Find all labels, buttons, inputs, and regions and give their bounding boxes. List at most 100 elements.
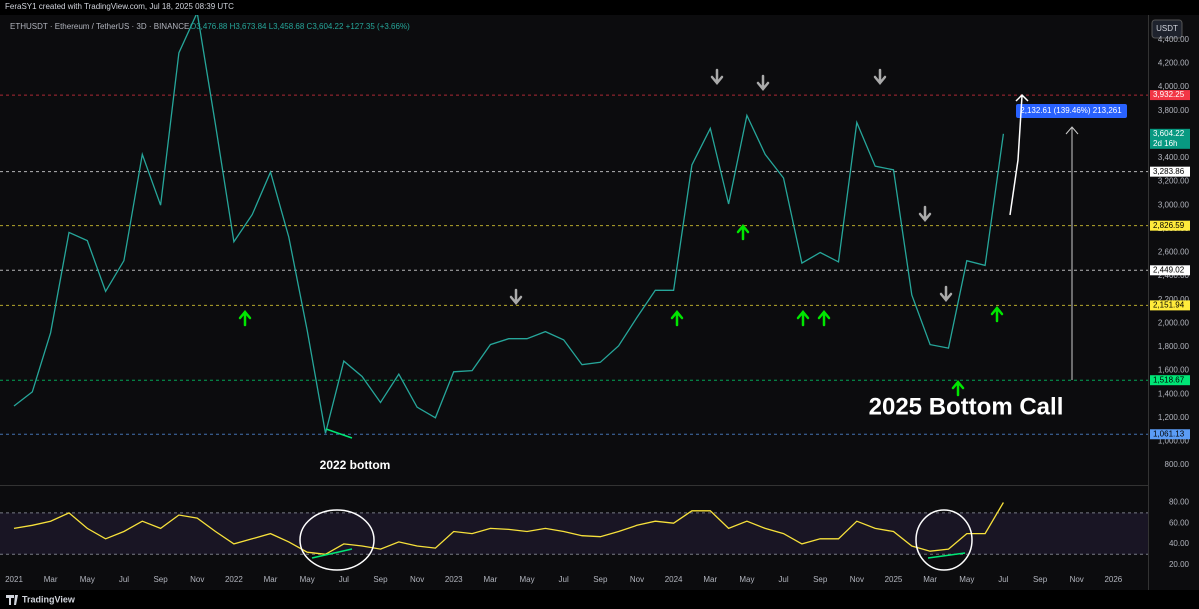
x-tick-label: Nov xyxy=(850,575,864,584)
level-tag xyxy=(1150,375,1190,386)
x-tick-label: Mar xyxy=(923,575,937,584)
y-tick-label: 60.00 xyxy=(1169,518,1190,527)
y-tick-label: 3,200.00 xyxy=(1158,177,1190,186)
x-tick-label: Sep xyxy=(153,575,168,584)
x-tick-label: 2024 xyxy=(665,575,683,584)
x-tick-label: Jul xyxy=(339,575,349,584)
level-label: 2,826.59 xyxy=(1153,221,1185,230)
up-arrow xyxy=(951,380,965,397)
y-tick-label: 4,000.00 xyxy=(1158,82,1190,91)
y-tick-label: 80.00 xyxy=(1169,498,1190,507)
y-tick-label: 4,200.00 xyxy=(1158,59,1190,68)
x-tick-label: 2025 xyxy=(885,575,903,584)
y-tick-label: 2,000.00 xyxy=(1158,318,1190,327)
y-tick-label: 3,400.00 xyxy=(1158,153,1190,162)
countdown: 2d 16h xyxy=(1153,139,1177,148)
currency-box[interactable] xyxy=(1151,19,1183,39)
circle xyxy=(915,509,973,571)
projection-arrow xyxy=(1009,93,1029,216)
currency[interactable]: USDT xyxy=(1156,24,1178,33)
level-label: 2,449.02 xyxy=(1153,265,1185,274)
y-tick-label: 800.00 xyxy=(1165,460,1190,469)
up-arrow xyxy=(736,224,750,241)
up-arrow xyxy=(817,310,831,327)
footer: TradingView xyxy=(22,594,76,604)
credit: FeraSY1 created with TradingView.com, Ju… xyxy=(5,2,234,11)
down-arrow xyxy=(509,288,523,305)
level-tag xyxy=(1150,265,1190,276)
y-tick-label: 40.00 xyxy=(1169,539,1190,548)
measure-head xyxy=(1065,126,1079,135)
up-arrow xyxy=(238,310,252,327)
header-bar xyxy=(0,0,1199,15)
x-tick-label: May xyxy=(519,575,534,584)
x-tick-label: Sep xyxy=(373,575,388,584)
x-tick-label: Jul xyxy=(559,575,569,584)
y-tick-label: 2,600.00 xyxy=(1158,248,1190,257)
level-tag xyxy=(1150,429,1190,440)
down-arrow xyxy=(756,74,770,91)
x-tick-label: Nov xyxy=(410,575,424,584)
level-tag xyxy=(1150,300,1190,311)
trend-line xyxy=(325,428,353,439)
down-arrow xyxy=(939,285,953,302)
x-tick-label: Nov xyxy=(190,575,204,584)
trend-line xyxy=(927,552,966,559)
down-arrow xyxy=(918,205,932,222)
y-tick-label: 1,400.00 xyxy=(1158,389,1190,398)
x-tick-label: Nov xyxy=(630,575,644,584)
x-tick-label: Jul xyxy=(778,575,788,584)
x-tick-label: Jul xyxy=(119,575,129,584)
y-tick-label: 20.00 xyxy=(1169,560,1190,569)
level-tag xyxy=(1150,166,1190,177)
y-tick-label: 2,400.00 xyxy=(1158,271,1190,280)
x-tick-label: Mar xyxy=(264,575,278,584)
y-tick-label: 1,800.00 xyxy=(1158,342,1190,351)
x-tick-label: Nov xyxy=(1070,575,1084,584)
x-tick-label: May xyxy=(739,575,754,584)
annotation: 2025 Bottom Call xyxy=(869,393,1064,420)
measure-label: 2,132.61 (139.46%) 213,261 xyxy=(1020,106,1122,115)
x-tick-label: 2023 xyxy=(445,575,463,584)
x-tick-label: Sep xyxy=(1033,575,1048,584)
level-label: 3,932.25 xyxy=(1153,90,1185,99)
level-label: 1,061.13 xyxy=(1153,429,1185,438)
y-tick-label: 1,600.00 xyxy=(1158,366,1190,375)
x-tick-label: 2021 xyxy=(5,575,23,584)
up-arrow xyxy=(990,306,1004,323)
up-arrow xyxy=(670,310,684,327)
down-arrow xyxy=(873,68,887,85)
footer-bar xyxy=(0,590,1199,609)
down-arrow xyxy=(710,68,724,85)
x-tick-label: 2026 xyxy=(1104,575,1122,584)
logo xyxy=(6,595,18,605)
y-tick-label: 3,800.00 xyxy=(1158,106,1190,115)
price-label: 3,604.22 xyxy=(1153,129,1185,138)
y-tick-label: 1,200.00 xyxy=(1158,413,1190,422)
x-tick-label: Mar xyxy=(44,575,58,584)
x-tick-label: Mar xyxy=(703,575,717,584)
y-tick-label: 4,400.00 xyxy=(1158,35,1190,44)
series-line xyxy=(13,15,1005,434)
circle xyxy=(299,509,375,571)
series-line xyxy=(13,502,1004,555)
level-label: 2,151.94 xyxy=(1153,300,1185,309)
level-tag xyxy=(1150,220,1190,231)
level-label: 1,518.67 xyxy=(1153,375,1185,384)
y-tick-label: 1,000.00 xyxy=(1158,437,1190,446)
x-tick-label: May xyxy=(959,575,974,584)
price-tag xyxy=(1150,128,1190,149)
x-tick-label: Sep xyxy=(813,575,828,584)
x-tick-label: Mar xyxy=(483,575,497,584)
trend-line xyxy=(311,548,353,559)
x-tick-label: 2022 xyxy=(225,575,243,584)
level-label: 3,283.86 xyxy=(1153,167,1185,176)
y-tick-label: 3,000.00 xyxy=(1158,200,1190,209)
x-tick-label: May xyxy=(80,575,95,584)
x-tick-label: May xyxy=(300,575,315,584)
up-arrow xyxy=(796,310,810,327)
symbol: ETHUSDT · Ethereum / TetherUS · 3D · BIN… xyxy=(10,22,189,31)
measure-box xyxy=(1016,104,1127,118)
ohlc: O3,476.88 H3,673.84 L3,458.68 C3,604.22 … xyxy=(190,22,410,31)
